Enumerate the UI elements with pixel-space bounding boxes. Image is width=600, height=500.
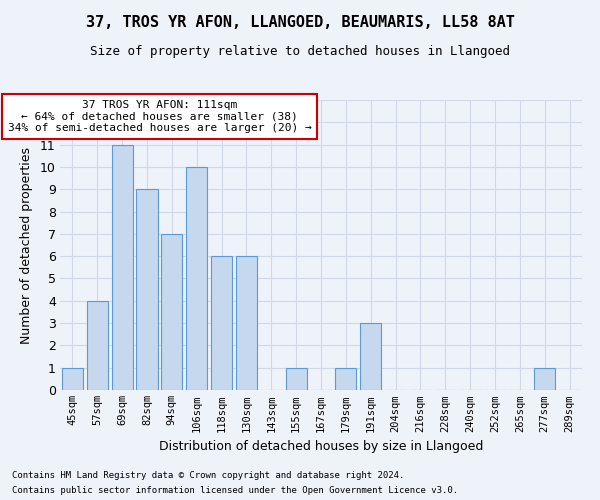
Bar	[136, 189, 158, 390]
Bar	[186, 167, 207, 390]
Bar	[62, 368, 83, 390]
Bar	[87, 301, 108, 390]
Bar	[112, 144, 133, 390]
Bar	[286, 368, 307, 390]
Text: Contains HM Land Registry data © Crown copyright and database right 2024.: Contains HM Land Registry data © Crown c…	[12, 471, 404, 480]
Text: Size of property relative to detached houses in Llangoed: Size of property relative to detached ho…	[90, 45, 510, 58]
Bar	[236, 256, 257, 390]
Bar	[534, 368, 555, 390]
Bar	[211, 256, 232, 390]
Bar	[161, 234, 182, 390]
Text: 37 TROS YR AFON: 111sqm
← 64% of detached houses are smaller (38)
34% of semi-de: 37 TROS YR AFON: 111sqm ← 64% of detache…	[8, 100, 311, 133]
Bar	[335, 368, 356, 390]
Bar	[360, 323, 381, 390]
Text: Contains public sector information licensed under the Open Government Licence v3: Contains public sector information licen…	[12, 486, 458, 495]
X-axis label: Distribution of detached houses by size in Llangoed: Distribution of detached houses by size …	[159, 440, 483, 453]
Text: 37, TROS YR AFON, LLANGOED, BEAUMARIS, LL58 8AT: 37, TROS YR AFON, LLANGOED, BEAUMARIS, L…	[86, 15, 514, 30]
Y-axis label: Number of detached properties: Number of detached properties	[20, 146, 33, 344]
